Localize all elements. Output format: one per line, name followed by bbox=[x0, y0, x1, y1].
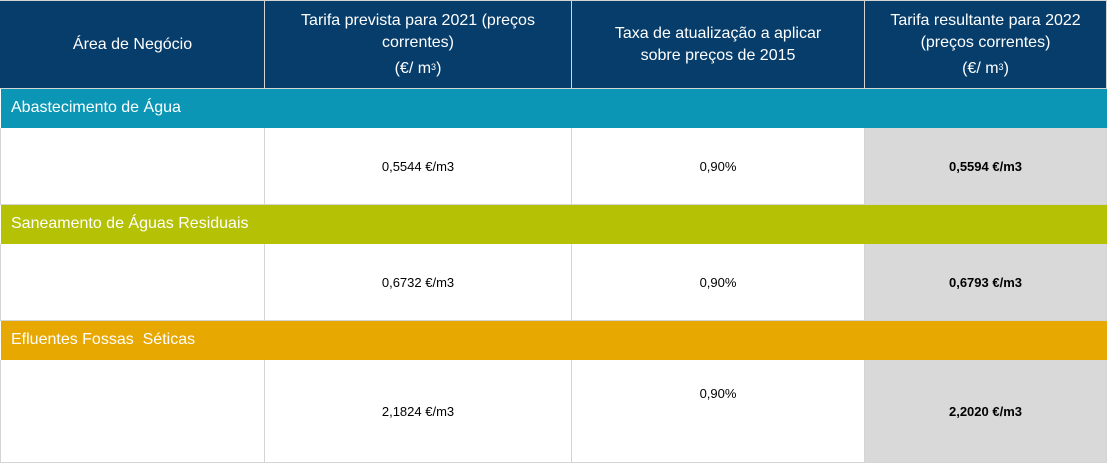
tariff-2022-cell: 0,5594 €/m3 bbox=[864, 127, 1107, 205]
section-title: Efluentes Fossas Séticas bbox=[0, 320, 1107, 360]
tariff-2022-cell: 0,6793 €/m3 bbox=[864, 243, 1107, 321]
tariff-2022-cell: 2,2020 €/m3 bbox=[864, 359, 1107, 463]
header-tariff-2022-label: Tarifa resultante para 2022 (preços corr… bbox=[890, 11, 1081, 51]
tariff-2021-cell: 2,1824 €/m3 bbox=[264, 359, 572, 463]
table-row: 0,5544 €/m3 0,90% 0,5594 €/m3 bbox=[0, 127, 1107, 205]
header-tariff-2021-unit: (€/ m3) bbox=[394, 59, 442, 77]
table-row: 0,6732 €/m3 0,90% 0,6793 €/m3 bbox=[0, 243, 1107, 321]
section-row-wastewater: Saneamento de Águas Residuais bbox=[0, 204, 1107, 244]
area-cell bbox=[0, 127, 265, 205]
tariff-2021-cell: 0,5544 €/m3 bbox=[264, 127, 572, 205]
header-tariff-2022: Tarifa resultante para 2022 (preços corr… bbox=[864, 0, 1107, 89]
rate-cell: 0,90% bbox=[571, 243, 865, 321]
header-tariff-2021-label: Tarifa prevista para 2021 (preços corren… bbox=[301, 11, 535, 51]
header-area: Área de Negócio bbox=[0, 0, 265, 89]
table-row: 2,1824 €/m3 0,90% 2,2020 €/m3 bbox=[0, 359, 1107, 463]
header-row: Área de Negócio Tarifa prevista para 202… bbox=[0, 0, 1107, 89]
section-title: Saneamento de Águas Residuais bbox=[0, 204, 1107, 244]
area-cell bbox=[0, 243, 265, 321]
header-tariff-2021: Tarifa prevista para 2021 (preços corren… bbox=[264, 0, 572, 89]
header-rate: Taxa de atualização a aplicar sobre preç… bbox=[571, 0, 865, 89]
tariff-2021-cell: 0,6732 €/m3 bbox=[264, 243, 572, 321]
section-title: Abastecimento de Água bbox=[0, 88, 1107, 128]
section-row-water-supply: Abastecimento de Água bbox=[0, 88, 1107, 128]
rate-cell: 0,90% bbox=[571, 359, 865, 463]
area-cell bbox=[0, 359, 265, 463]
section-row-septic-effluents: Efluentes Fossas Séticas bbox=[0, 320, 1107, 360]
header-tariff-2022-unit: (€/ m3) bbox=[962, 59, 1009, 77]
rate-cell: 0,90% bbox=[571, 127, 865, 205]
